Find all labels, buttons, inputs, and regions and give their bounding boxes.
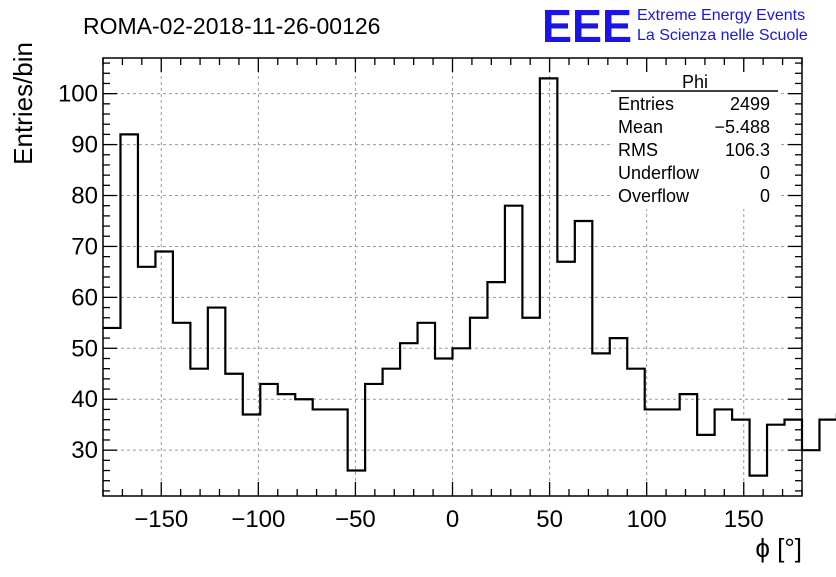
stats-box-background bbox=[611, 72, 779, 209]
histogram-line bbox=[103, 77, 836, 477]
eee-logo: EEE Extreme Energy Events La Scienza nel… bbox=[542, 0, 808, 52]
x-tick-label: 100 bbox=[627, 506, 667, 533]
stats-box-title: Phi bbox=[682, 72, 708, 92]
x-tick-label: −150 bbox=[134, 506, 188, 533]
stats-label-entries: Entries bbox=[618, 94, 674, 114]
x-tick-label: 0 bbox=[446, 506, 459, 533]
x-tick-label: 150 bbox=[724, 506, 764, 533]
stats-value-mean: −5.488 bbox=[714, 117, 770, 137]
y-tick-label: 80 bbox=[71, 183, 98, 210]
histogram-series bbox=[103, 77, 836, 477]
y-axis-label: Entries/bin bbox=[8, 42, 38, 165]
stats-box: Phi Entries 2499 Mean −5.488 RMS 106.3 U… bbox=[611, 72, 779, 209]
stats-label-underflow: Underflow bbox=[618, 163, 700, 183]
eee-logo-line2: La Scienza nelle Scuole bbox=[637, 27, 808, 44]
y-tick-label: 50 bbox=[71, 335, 98, 362]
eee-logo-line1: Extreme Energy Events bbox=[637, 7, 805, 24]
stats-label-rms: RMS bbox=[618, 140, 658, 160]
y-tick-label: 60 bbox=[71, 284, 98, 311]
y-tick-label: 90 bbox=[71, 132, 98, 159]
stats-value-overflow: 0 bbox=[760, 186, 770, 206]
y-tick-label: 30 bbox=[71, 437, 98, 464]
axis-ticks: −150 −100 −50 0 50 100 150 30 40 50 60 70 80 90 100 bbox=[58, 58, 803, 533]
stats-label-mean: Mean bbox=[618, 117, 663, 137]
eee-logo-mark: EEE bbox=[542, 0, 632, 52]
x-tick-label: 50 bbox=[536, 506, 563, 533]
x-axis-label: ϕ [°] bbox=[755, 533, 802, 563]
chart-title: ROMA-02-2018-11-26-00126 bbox=[83, 13, 380, 39]
stats-value-rms: 106.3 bbox=[725, 140, 770, 160]
x-tick-label: −100 bbox=[231, 506, 285, 533]
stats-value-entries: 2499 bbox=[730, 94, 770, 114]
stats-value-underflow: 0 bbox=[760, 163, 770, 183]
y-tick-label: 70 bbox=[71, 233, 98, 260]
y-tick-label: 100 bbox=[58, 81, 98, 108]
stats-label-overflow: Overflow bbox=[618, 186, 690, 206]
x-tick-label: −50 bbox=[335, 506, 376, 533]
y-tick-label: 40 bbox=[71, 386, 98, 413]
